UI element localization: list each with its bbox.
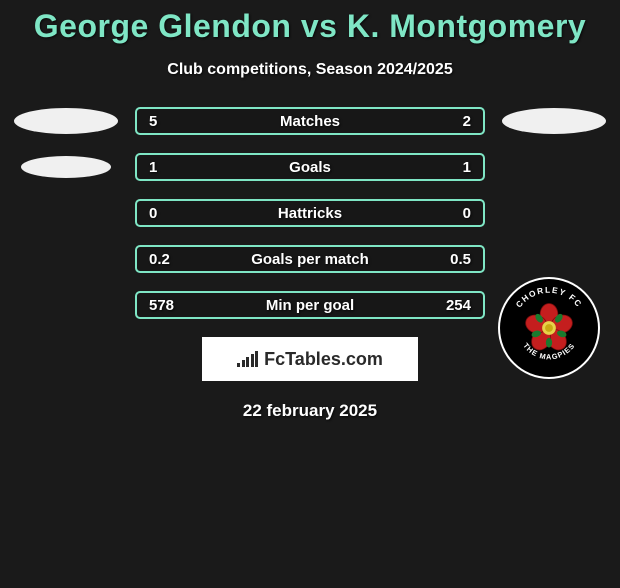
stat-row-wrap: 1 Goals 1 — [10, 153, 610, 181]
right-badge-slot — [499, 153, 609, 181]
stat-right-value: 1 — [411, 159, 471, 176]
stat-label: Hattricks — [209, 205, 411, 222]
stat-row: 578 Min per goal 254 — [135, 291, 485, 319]
stat-right-value: 254 — [411, 297, 471, 314]
comparison-title: George Glendon vs K. Montgomery — [0, 8, 620, 45]
stat-label: Min per goal — [209, 297, 411, 314]
player2-badge-ellipse — [502, 108, 606, 134]
left-badge-slot — [11, 245, 121, 273]
player1-badge-ellipse — [14, 108, 118, 134]
right-badge-slot — [499, 245, 609, 273]
stat-label: Goals — [209, 159, 411, 176]
stat-left-value: 578 — [149, 297, 209, 314]
stat-row: 1 Goals 1 — [135, 153, 485, 181]
fctables-logo-box[interactable]: FcTables.com — [202, 337, 418, 381]
stat-row-wrap: 0.2 Goals per match 0.5 — [10, 245, 610, 273]
stat-label: Goals per match — [209, 251, 411, 268]
stat-right-value: 2 — [411, 113, 471, 130]
club-badge-inner: CHORLEY FC THE MAGPIES — [500, 279, 598, 377]
stat-right-value: 0 — [411, 205, 471, 222]
stat-left-value: 0 — [149, 205, 209, 222]
stat-left-value: 1 — [149, 159, 209, 176]
stat-row: 0 Hattricks 0 — [135, 199, 485, 227]
club-crest-svg: CHORLEY FC THE MAGPIES — [500, 279, 598, 377]
right-badge-slot — [499, 107, 609, 135]
stat-row-wrap: 5 Matches 2 — [10, 107, 610, 135]
right-badge-slot — [499, 199, 609, 227]
left-badge-slot — [11, 291, 121, 319]
comparison-date: 22 february 2025 — [0, 401, 620, 421]
stat-row: 5 Matches 2 — [135, 107, 485, 135]
fctables-text: FcTables.com — [264, 349, 383, 370]
left-badge-slot — [11, 199, 121, 227]
club-badge: CHORLEY FC THE MAGPIES — [498, 277, 600, 379]
stat-label: Matches — [209, 113, 411, 130]
stat-left-value: 5 — [149, 113, 209, 130]
stats-area: 5 Matches 2 1 Goals 1 0 Hattricks 0 0.2 — [0, 107, 620, 319]
stat-row: 0.2 Goals per match 0.5 — [135, 245, 485, 273]
stat-right-value: 0.5 — [411, 251, 471, 268]
stat-left-value: 0.2 — [149, 251, 209, 268]
season-subtitle: Club competitions, Season 2024/2025 — [0, 61, 620, 79]
left-badge-slot — [11, 107, 121, 135]
left-badge-slot — [11, 153, 121, 181]
stat-row-wrap: 0 Hattricks 0 — [10, 199, 610, 227]
player1-badge-ellipse-2 — [21, 156, 111, 178]
fctables-bars-icon — [237, 351, 258, 367]
